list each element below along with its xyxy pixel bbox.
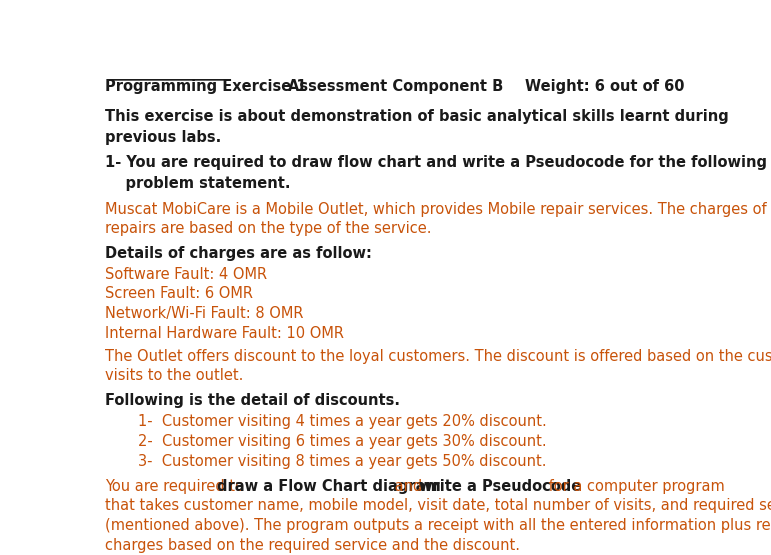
Text: You are required to: You are required to xyxy=(106,478,249,493)
Text: (mentioned above). The program outputs a receipt with all the entered informatio: (mentioned above). The program outputs a… xyxy=(106,518,771,533)
Text: Weight: 6 out of 60: Weight: 6 out of 60 xyxy=(526,79,685,94)
Text: 3-  Customer visiting 8 times a year gets 50% discount.: 3- Customer visiting 8 times a year gets… xyxy=(138,454,547,469)
Text: Software Fault: 4 OMR: Software Fault: 4 OMR xyxy=(106,266,268,281)
Text: for a computer program: for a computer program xyxy=(544,478,725,493)
Text: Programming Exercise 1: Programming Exercise 1 xyxy=(106,79,307,94)
Text: visits to the outlet.: visits to the outlet. xyxy=(106,369,244,384)
Text: problem statement.: problem statement. xyxy=(106,176,291,191)
Text: This exercise is about demonstration of basic analytical skills learnt during: This exercise is about demonstration of … xyxy=(106,109,729,124)
Text: Internal Hardware Fault: 10 OMR: Internal Hardware Fault: 10 OMR xyxy=(106,326,345,341)
Text: Following is the detail of discounts.: Following is the detail of discounts. xyxy=(106,393,400,408)
Text: and: and xyxy=(390,478,427,493)
Text: 1-  Customer visiting 4 times a year gets 20% discount.: 1- Customer visiting 4 times a year gets… xyxy=(138,415,547,430)
Text: Network/Wi-Fi Fault: 8 OMR: Network/Wi-Fi Fault: 8 OMR xyxy=(106,306,304,321)
Text: 2-  Customer visiting 6 times a year gets 30% discount.: 2- Customer visiting 6 times a year gets… xyxy=(138,434,547,449)
Text: draw a Flow Chart diagram: draw a Flow Chart diagram xyxy=(217,478,440,493)
Text: The Outlet offers discount to the loyal customers. The discount is offered based: The Outlet offers discount to the loyal … xyxy=(106,349,771,364)
Text: write a Pseudocode: write a Pseudocode xyxy=(419,478,581,493)
Text: Screen Fault: 6 OMR: Screen Fault: 6 OMR xyxy=(106,286,254,301)
Text: Muscat MobiCare is a Mobile Outlet, which provides Mobile repair services. The c: Muscat MobiCare is a Mobile Outlet, whic… xyxy=(106,201,771,216)
Text: 1- You are required to draw flow chart and write a Pseudocode for the following: 1- You are required to draw flow chart a… xyxy=(106,155,767,170)
Text: Details of charges are as follow:: Details of charges are as follow: xyxy=(106,246,372,261)
Text: repairs are based on the type of the service.: repairs are based on the type of the ser… xyxy=(106,221,432,236)
Text: previous labs.: previous labs. xyxy=(106,130,221,145)
Text: that takes customer name, mobile model, visit date, total number of visits, and : that takes customer name, mobile model, … xyxy=(106,498,771,513)
Text: Assessment Component B: Assessment Component B xyxy=(288,79,503,94)
Text: charges based on the required service and the discount.: charges based on the required service an… xyxy=(106,538,520,553)
